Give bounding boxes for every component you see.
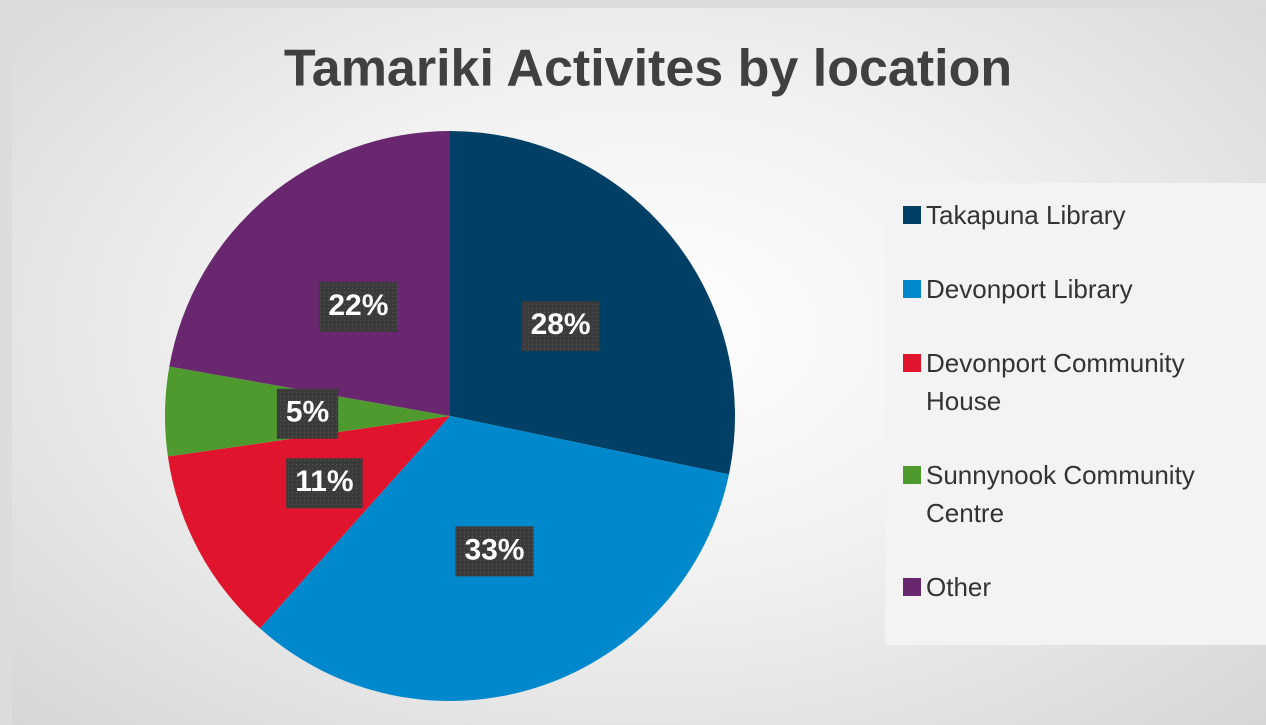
legend-item: Takapuna Library	[903, 196, 1248, 234]
legend-item: Devonport Community House	[903, 344, 1248, 420]
legend-swatch	[903, 280, 921, 298]
data-label-text: 28%	[531, 308, 591, 341]
pie-slice	[167, 416, 451, 629]
data-label-box	[521, 301, 600, 352]
data-label-box	[286, 458, 363, 509]
legend: Takapuna Library Devonport Library Devonpo…	[885, 183, 1266, 645]
data-label: 33%	[455, 526, 534, 577]
data-label: 5%	[276, 388, 339, 439]
legend-label: Devonport Library	[926, 274, 1133, 304]
legend-label: Takapuna Library	[926, 200, 1126, 230]
legend-item: Other	[903, 568, 1248, 606]
legend-swatch	[903, 354, 921, 372]
data-label-text: 11%	[295, 465, 353, 498]
legend-swatch	[903, 206, 921, 224]
legend-label: Devonport Community House	[926, 348, 1185, 416]
data-label-text: 22%	[328, 289, 388, 322]
legend-item: Sunnynook Community Centre	[903, 456, 1248, 532]
chart-area: Tamariki Activites by location 28% 33% 11%…	[12, 8, 1266, 725]
legend-item: Devonport Library	[903, 270, 1248, 308]
data-label-text: 5%	[286, 396, 329, 429]
data-label: 28%	[521, 301, 600, 352]
pie-slice	[169, 131, 451, 416]
legend-swatch	[903, 466, 921, 484]
data-label-box	[455, 526, 534, 577]
legend-label: Sunnynook Community Centre	[926, 460, 1195, 528]
chart-title: Tamariki Activites by location	[284, 40, 1012, 98]
data-label: 11%	[286, 458, 363, 509]
data-label: 22%	[319, 281, 398, 332]
legend-label: Other	[926, 572, 992, 602]
data-label-text: 33%	[464, 533, 524, 566]
data-label-box	[319, 281, 398, 332]
data-label-box	[276, 388, 339, 439]
legend-swatch	[903, 578, 921, 596]
chart: Tamariki Activites by location 28% 33% 11%…	[165, 40, 1012, 701]
